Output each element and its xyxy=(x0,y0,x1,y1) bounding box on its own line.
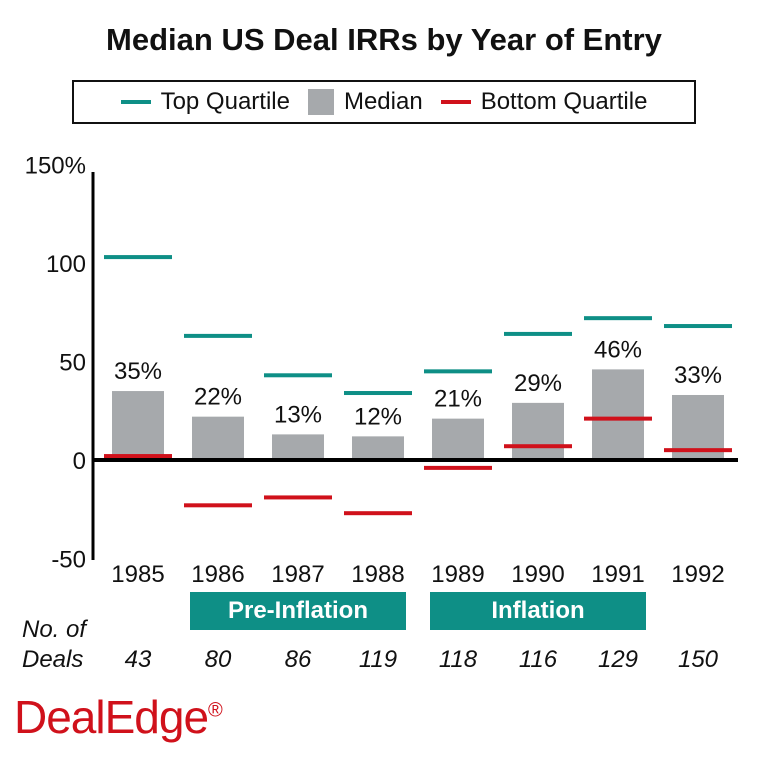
y-tick-label: 0 xyxy=(73,448,86,475)
legend-label: Median xyxy=(343,88,423,115)
x-tick-label: 1986 xyxy=(191,561,244,588)
bottom-quartile-marker xyxy=(264,495,332,500)
deal-count: 86 xyxy=(284,646,312,673)
median-bar xyxy=(112,391,164,460)
deals-label-1: No. of xyxy=(22,616,87,643)
median-bar xyxy=(592,369,644,460)
y-tick-label: 150% xyxy=(25,153,86,180)
top-quartile-marker xyxy=(424,369,492,374)
top-quartile-marker xyxy=(104,255,172,260)
top-quartile-marker xyxy=(504,331,572,336)
deal-count: 43 xyxy=(124,646,152,673)
deal-count: 150 xyxy=(677,646,719,673)
bar-label: 46% xyxy=(594,336,642,363)
bottom-quartile-marker xyxy=(184,503,252,508)
legend-swatch xyxy=(307,89,334,115)
bar-label: 21% xyxy=(434,386,482,413)
deal-count: 116 xyxy=(518,646,558,673)
bottom-quartile-marker xyxy=(584,416,652,421)
bottom-quartile-marker xyxy=(504,444,572,449)
legend-swatch xyxy=(120,100,151,104)
period-band-pre-inflation: Pre-Inflation xyxy=(190,592,406,630)
legend-swatch xyxy=(440,100,471,104)
chart-title: Median US Deal IRRs by Year of Entry xyxy=(106,22,662,57)
legend-label: Bottom Quartile xyxy=(480,88,648,115)
legend-top-quartile: Top Quartile xyxy=(120,88,290,116)
deal-count: 118 xyxy=(438,646,478,673)
top-quartile-marker xyxy=(584,316,652,321)
deal-count: 80 xyxy=(204,646,232,673)
registered-mark: ® xyxy=(208,699,223,722)
median-bar xyxy=(352,436,404,460)
bar-label: 22% xyxy=(194,384,242,411)
bar-label: 12% xyxy=(354,403,402,430)
bottom-quartile-marker xyxy=(424,465,492,470)
deal-count: 119 xyxy=(358,646,398,673)
bottom-quartile-marker xyxy=(664,448,732,453)
bar-label: 13% xyxy=(274,401,322,428)
legend-median: Median xyxy=(307,88,423,116)
period-band-inflation: Inflation xyxy=(430,592,646,630)
dealedge-logo: DealEdge® xyxy=(14,690,223,744)
x-tick-label: 1985 xyxy=(111,561,164,588)
legend: Top Quartile Median Bottom Quartile xyxy=(72,80,696,124)
bar-label: 29% xyxy=(514,370,562,397)
x-tick-label: 1992 xyxy=(671,561,724,588)
top-quartile-marker xyxy=(184,333,252,338)
legend-label: Top Quartile xyxy=(160,88,290,115)
x-tick-label: 1987 xyxy=(271,561,324,588)
y-tick-label: 50 xyxy=(59,350,86,377)
median-bar xyxy=(432,418,484,460)
top-quartile-marker xyxy=(344,391,412,396)
deals-label-2: Deals xyxy=(22,646,84,673)
top-quartile-marker xyxy=(664,324,732,329)
x-tick-label: 1989 xyxy=(431,561,484,588)
x-tick-label: 1990 xyxy=(511,561,564,588)
x-tick-label: 1991 xyxy=(591,561,644,588)
median-bar xyxy=(192,416,244,460)
median-bar xyxy=(512,402,564,460)
bar-label: 35% xyxy=(114,358,162,385)
deal-count: 129 xyxy=(597,646,639,673)
logo-text: DealEdge xyxy=(14,691,209,743)
legend-bottom-quartile: Bottom Quartile xyxy=(440,88,648,116)
bottom-quartile-marker xyxy=(344,511,412,516)
y-tick-label: 100 xyxy=(46,251,86,278)
y-tick-label: -50 xyxy=(51,547,86,574)
median-bar xyxy=(272,434,324,460)
x-tick-label: 1988 xyxy=(351,561,404,588)
bottom-quartile-marker xyxy=(104,454,172,459)
top-quartile-marker xyxy=(264,373,332,378)
bar-label: 33% xyxy=(674,362,722,389)
